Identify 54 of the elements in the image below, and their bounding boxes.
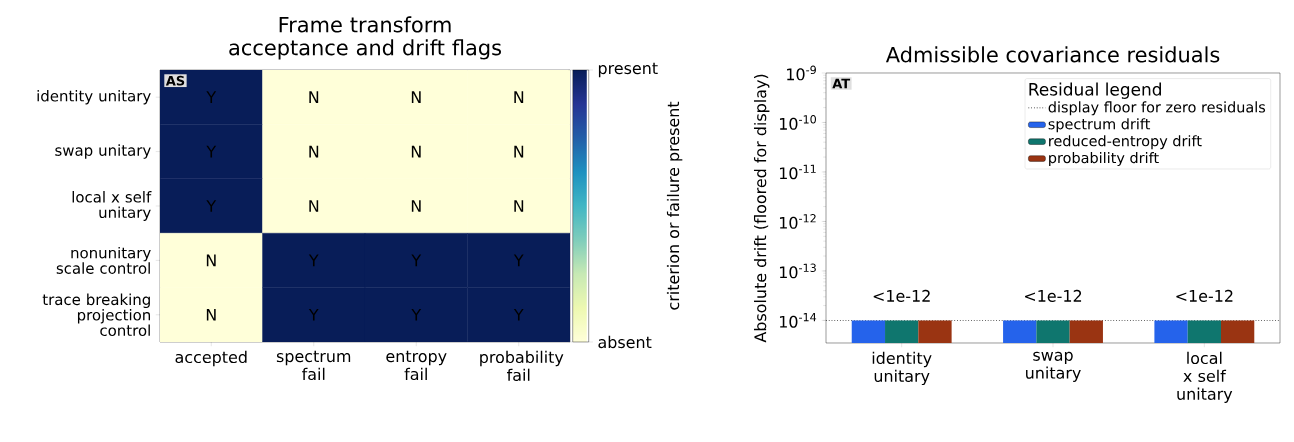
y-tick-label: 10$^{-9}$ — [787, 65, 816, 81]
data-label: Y — [206, 200, 217, 212]
annotation: AS — [165, 75, 185, 86]
x-tick-label: entropy fail — [386, 350, 447, 381]
y-tick-label: 10$^{-13}$ — [779, 263, 816, 279]
y-tick-label: nonunitary scale control — [56, 246, 151, 274]
data-label: Y — [513, 254, 524, 267]
data-label: N — [309, 91, 319, 103]
data-label: N — [206, 308, 216, 321]
legend-label: probability drift — [1049, 152, 1159, 167]
x-tick-label: accepted — [175, 350, 247, 367]
data-label: N — [514, 200, 524, 212]
y-tick-label: identity unitary — [37, 89, 151, 105]
data-label: <1e-12 — [1025, 289, 1082, 302]
y-tick-label: 10$^{-11}$ — [779, 164, 816, 180]
data-label: Y — [206, 145, 217, 158]
color-bar-label: absent — [598, 335, 652, 349]
chart-title: Admissible covariance residuals — [885, 46, 1220, 63]
data-label: N — [309, 145, 319, 158]
color-bar-title: criterion or failure present — [666, 101, 683, 310]
y-tick-label: swap unitary — [55, 144, 151, 159]
x-tick-label: spectrum fail — [276, 350, 351, 381]
data-label: N — [309, 200, 319, 212]
y-tick-label: 10$^{-12}$ — [779, 214, 816, 229]
legend-label: spectrum drift — [1048, 118, 1151, 133]
data-label: Y — [411, 254, 422, 267]
y-axis-title: Absolute drift (floored for display) — [753, 74, 770, 343]
x-tick-label: probability fail — [480, 350, 564, 382]
y-tick-label: local x self unitary — [72, 191, 152, 221]
data-label: N — [411, 145, 421, 158]
x-tick-label: local x self unitary — [1177, 351, 1233, 404]
x-tick-label: identity unitary — [872, 351, 932, 386]
x-tick-label: swap unitary — [1026, 351, 1081, 382]
data-label: N — [411, 200, 421, 212]
legend-title: Residual legend — [1029, 82, 1161, 99]
data-label: N — [514, 145, 524, 158]
annotation: AT — [832, 78, 851, 89]
chart-title: Frame transform acceptance and drift flags — [229, 16, 502, 60]
data-label: Y — [411, 308, 422, 321]
data-label: Y — [308, 254, 319, 267]
y-tick-label: 10$^{-14}$ — [779, 313, 817, 328]
data-label: N — [206, 254, 216, 267]
data-label: Y — [206, 91, 217, 103]
data-label: Y — [513, 308, 524, 321]
legend-label: display floor for zero residuals — [1048, 101, 1266, 116]
y-tick-label: trace breaking projection control — [42, 293, 150, 337]
data-label: N — [514, 91, 524, 103]
data-label: N — [411, 91, 421, 103]
data-label: Y — [308, 308, 319, 321]
data-label: <1e-12 — [1176, 289, 1233, 302]
y-tick-label: 10$^{-10}$ — [779, 115, 816, 130]
data-label: <1e-12 — [873, 289, 930, 302]
color-bar-label: present — [598, 62, 658, 78]
legend-label: reduced-entropy drift — [1049, 135, 1202, 150]
